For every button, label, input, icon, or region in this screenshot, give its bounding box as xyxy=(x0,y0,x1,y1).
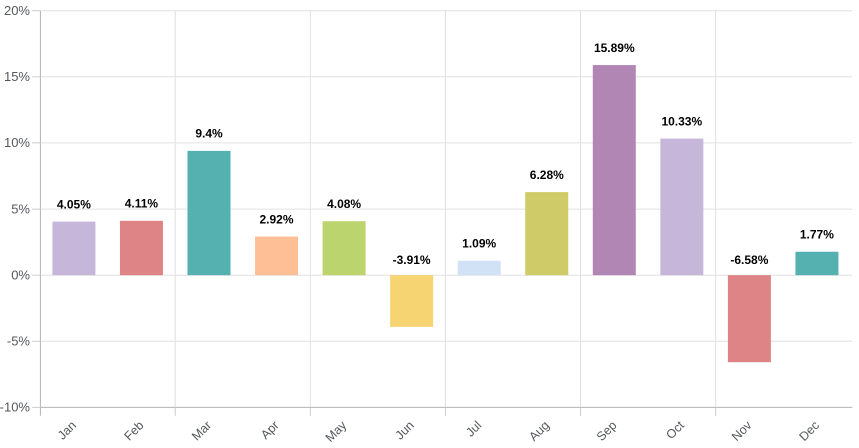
svg-text:15%: 15% xyxy=(4,69,30,84)
svg-text:-10%: -10% xyxy=(0,400,30,415)
svg-text:15.89%: 15.89% xyxy=(594,41,635,55)
svg-text:9.4%: 9.4% xyxy=(195,127,223,141)
svg-text:-6.58%: -6.58% xyxy=(730,253,768,267)
svg-text:4.08%: 4.08% xyxy=(327,197,361,211)
svg-text:2.92%: 2.92% xyxy=(259,212,293,226)
svg-text:6.28%: 6.28% xyxy=(530,168,564,182)
svg-text:5%: 5% xyxy=(11,201,30,216)
svg-text:10%: 10% xyxy=(4,135,30,150)
svg-text:1.09%: 1.09% xyxy=(462,237,496,251)
svg-text:1.77%: 1.77% xyxy=(800,228,834,242)
svg-text:-3.91%: -3.91% xyxy=(393,253,431,267)
svg-text:10.33%: 10.33% xyxy=(661,114,702,128)
svg-text:4.05%: 4.05% xyxy=(57,197,91,211)
svg-text:0%: 0% xyxy=(11,267,30,282)
svg-text:20%: 20% xyxy=(4,3,30,18)
svg-text:4.11%: 4.11% xyxy=(125,197,159,211)
svg-text:-5%: -5% xyxy=(7,334,31,349)
